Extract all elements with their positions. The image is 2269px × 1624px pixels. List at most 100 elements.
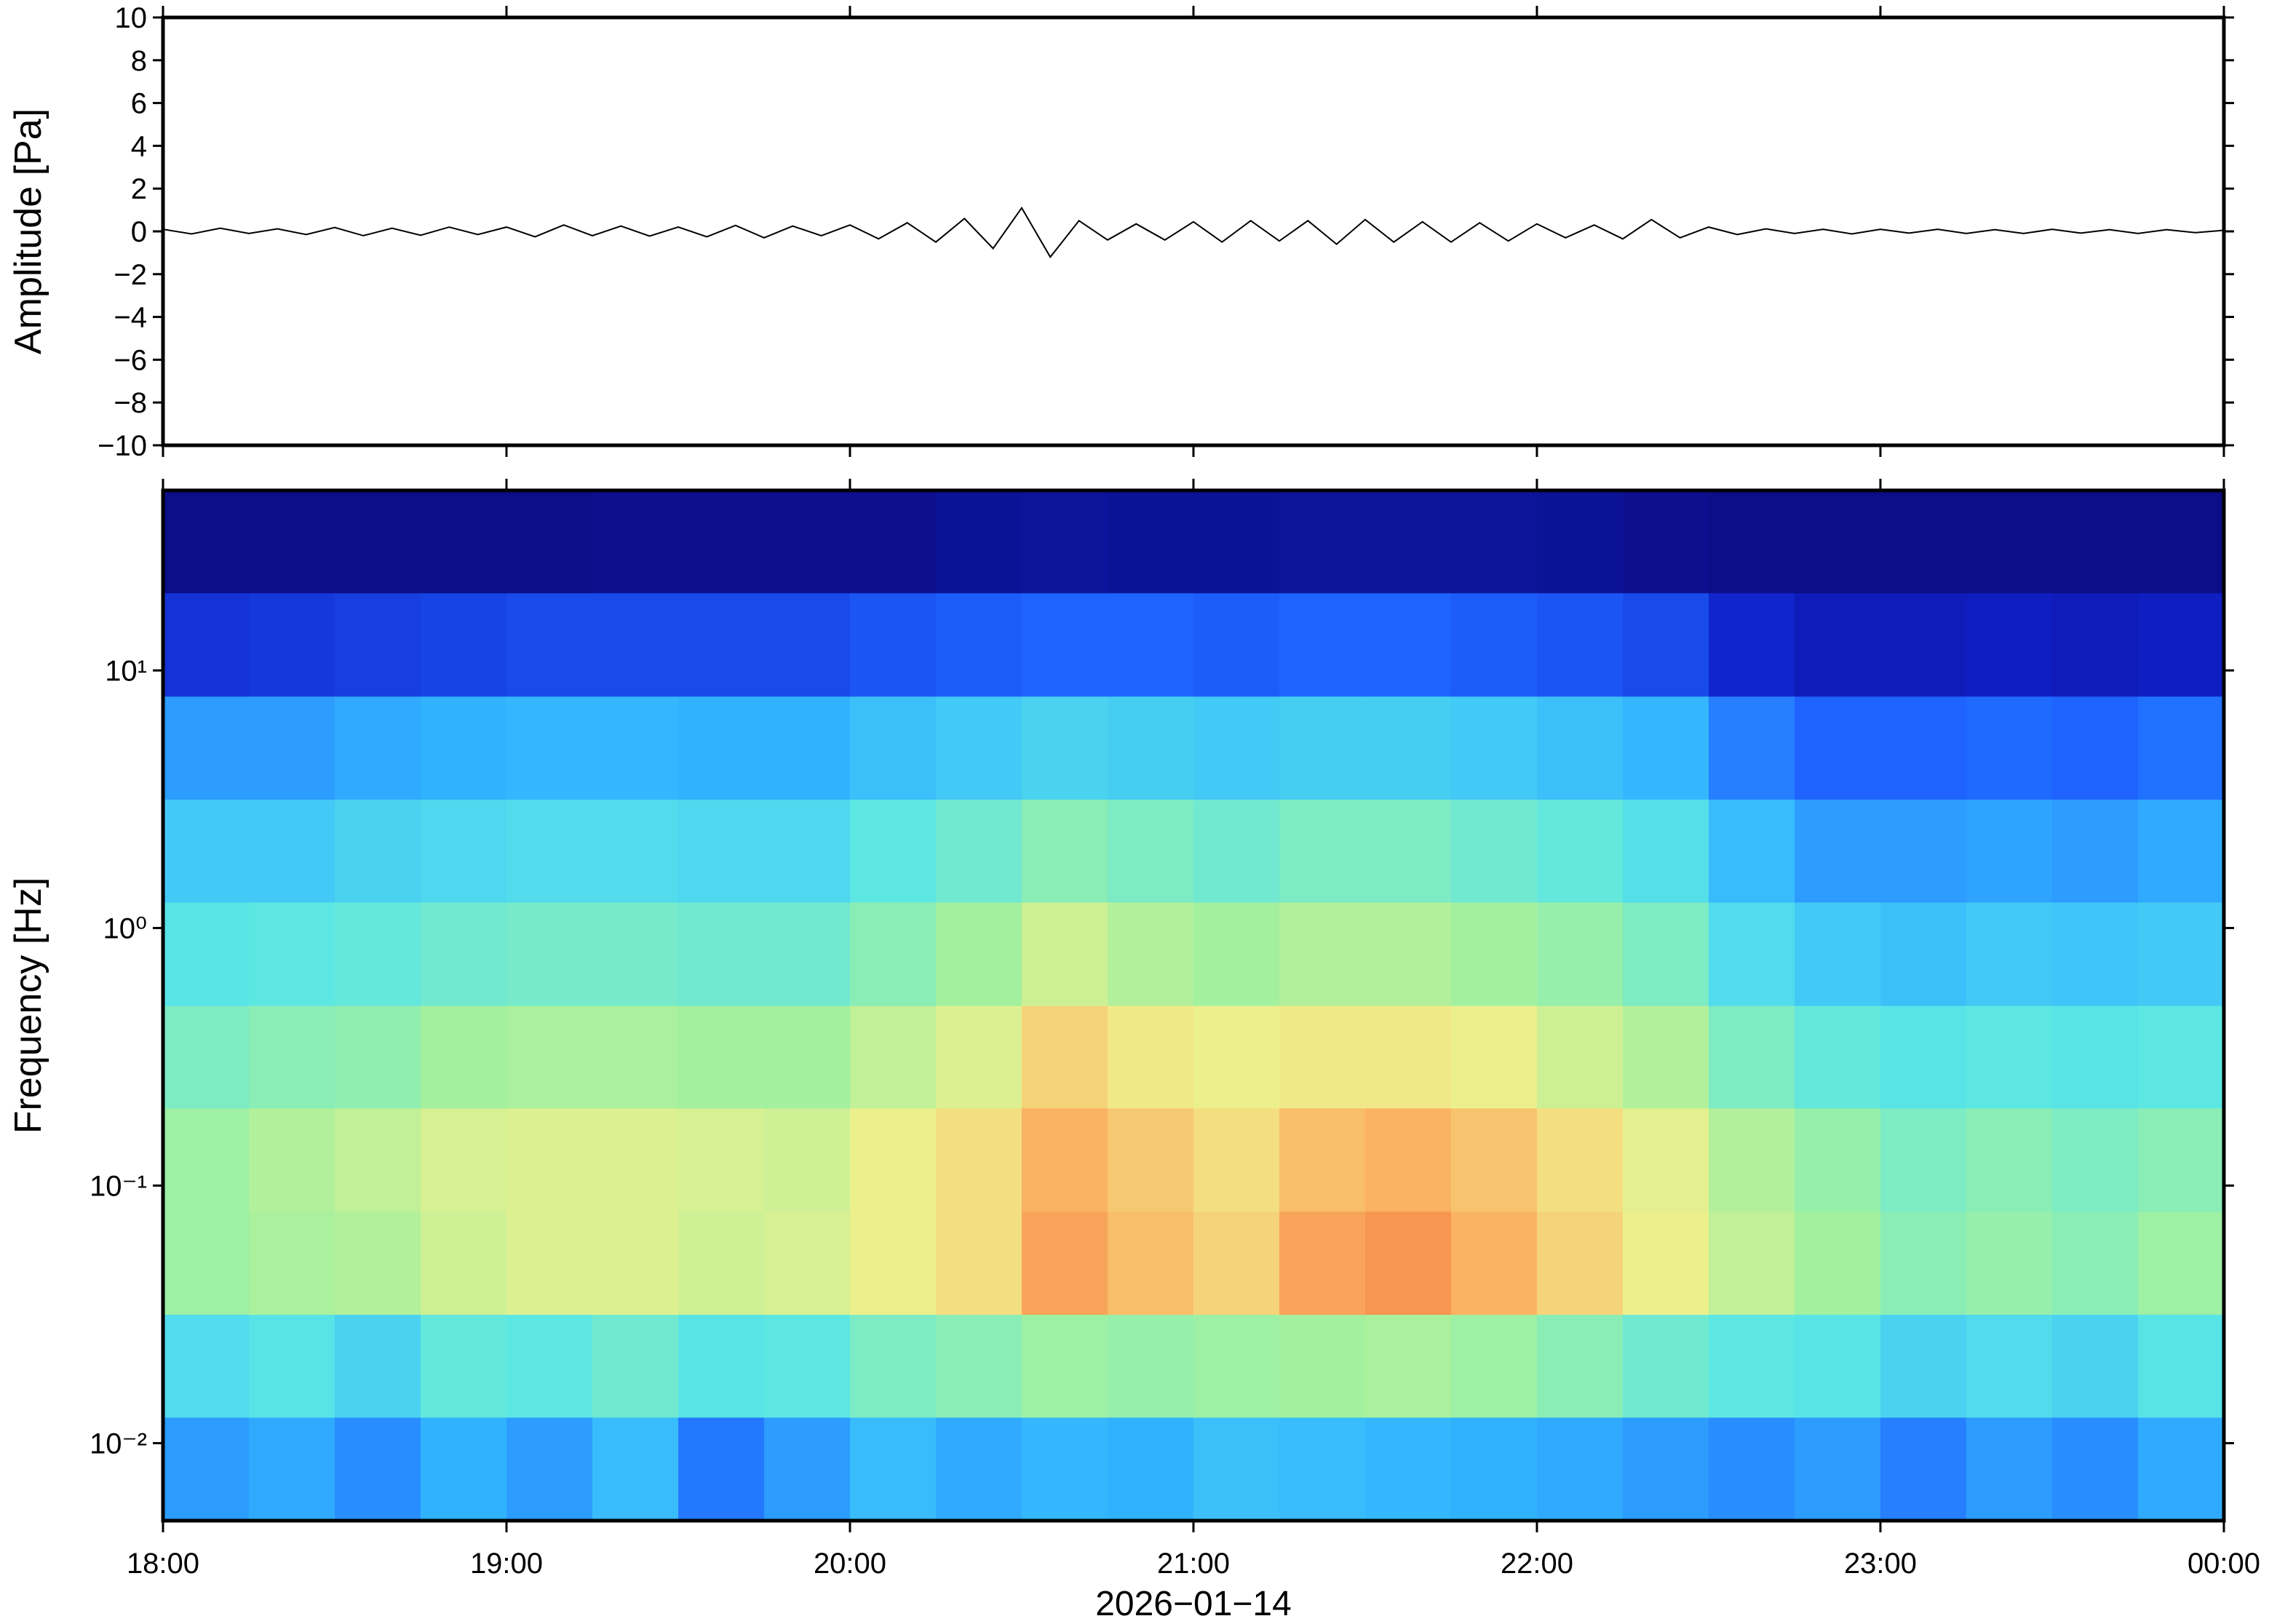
spectrogram-cell	[1966, 490, 2053, 594]
spectrogram-cell	[335, 1006, 421, 1109]
spectrogram-cell	[1966, 1006, 2053, 1109]
spectrogram-cell	[1623, 1006, 1709, 1109]
spectrogram-cell	[1709, 1006, 1795, 1109]
spectrogram-cell	[1795, 490, 1881, 594]
spectrogram-cell	[421, 799, 507, 903]
spectrogram-cell	[163, 901, 250, 1006]
spectrogram-cell	[1365, 490, 1452, 594]
spectrogram-cell	[1709, 696, 1795, 800]
x-tick-label: 18:00	[127, 1548, 199, 1580]
spectrogram-cell	[1451, 696, 1538, 800]
spectrogram-cell	[1880, 1211, 1967, 1315]
spectrogram-cell	[2052, 1006, 2139, 1109]
spectrogram-cell	[1880, 901, 1967, 1006]
spectrogram-cell	[2138, 490, 2225, 594]
spectrogram-cell	[1108, 1314, 1194, 1418]
spectrogram-cell	[1795, 1107, 1881, 1212]
spectrogram-cell	[163, 490, 250, 594]
spectrogram-cell	[1966, 1314, 2053, 1418]
spectrogram-cell	[1193, 1211, 1280, 1315]
spectrogram-cell	[1451, 799, 1538, 903]
spectrogram-cell	[592, 901, 679, 1006]
spectrogram-cell	[1537, 696, 1624, 800]
spectrogram-cell	[335, 696, 421, 800]
spectrogram-cell	[1880, 799, 1967, 903]
spectrogram-cell	[1623, 1417, 1709, 1521]
spectrogram-cell	[506, 696, 593, 800]
spectrogram-cell	[936, 799, 1022, 903]
spectrogram-cell	[2138, 696, 2225, 800]
spectrogram-cell	[1451, 1417, 1538, 1521]
spectrogram-cell	[2052, 1107, 2139, 1212]
x-tick-label: 19:00	[470, 1548, 543, 1580]
spectrogram-cell	[850, 1211, 937, 1315]
spectrogram-cell	[1709, 1314, 1795, 1418]
spectrogram-cell	[592, 1006, 679, 1109]
spectrogram-cell	[678, 592, 765, 697]
spectrogram-cell	[1365, 1006, 1452, 1109]
spectrogram-cell	[1279, 1107, 1366, 1212]
spectrogram-cell	[421, 1211, 507, 1315]
spectrogram-cell	[1365, 1417, 1452, 1521]
spectrogram-cell	[1451, 901, 1538, 1006]
spectrogram-cell	[249, 1006, 335, 1109]
spectrogram-cell	[936, 1006, 1022, 1109]
spectrogram-cell	[1537, 799, 1624, 903]
spectrogram-cell	[1709, 592, 1795, 697]
spectrogram-cell	[335, 592, 421, 697]
spectrogram-cell	[1709, 1107, 1795, 1212]
spectrogram-cell	[1365, 901, 1452, 1006]
spectrogram-cell	[335, 1211, 421, 1315]
spectrogram-cell	[1193, 799, 1280, 903]
spectrogram-cell	[335, 1314, 421, 1418]
spectrogram-cell	[2138, 901, 2225, 1006]
y-tick-label: 10⁻¹	[90, 1170, 147, 1202]
spectrogram-cell	[249, 696, 335, 800]
spectrogram-cell	[506, 1314, 593, 1418]
y-axis-label: Amplitude [Pa]	[7, 108, 49, 354]
spectrogram-cell	[1537, 1006, 1624, 1109]
spectrogram-cell	[163, 1417, 250, 1521]
spectrogram-cell	[764, 1107, 851, 1212]
spectrogram-cell	[1795, 1314, 1881, 1418]
spectrogram-cell	[1193, 592, 1280, 697]
spectrogram-cell	[678, 1211, 765, 1315]
spectrogram-cell	[592, 1314, 679, 1418]
spectrogram-cell	[1451, 1107, 1538, 1212]
spectrogram-cell	[1022, 696, 1108, 800]
y-tick-label: 10¹	[105, 655, 147, 687]
spectrogram-cell	[850, 1417, 937, 1521]
spectrogram-cell	[1966, 901, 2053, 1006]
spectrogram-cell	[1451, 592, 1538, 697]
spectrogram-cell	[1966, 799, 2053, 903]
spectrogram-cell	[2052, 1417, 2139, 1521]
spectrogram-cell	[163, 1107, 250, 1212]
spectrogram-cell	[1279, 592, 1366, 697]
spectrogram-cell	[1279, 1417, 1366, 1521]
waveform	[162, 206, 2225, 259]
spectrogram-cell	[1966, 1211, 2053, 1315]
spectrogram-cell	[163, 1006, 250, 1109]
spectrogram-cell	[506, 1107, 593, 1212]
y-tick-label: 10⁻²	[90, 1428, 147, 1460]
spectrogram-cell	[936, 592, 1022, 697]
spectrogram-cell	[1279, 1211, 1366, 1315]
spectrogram-cell	[936, 1211, 1022, 1315]
spectrogram-cell	[592, 1211, 679, 1315]
spectrogram-cell	[1193, 1107, 1280, 1212]
spectrogram-cell	[506, 799, 593, 903]
y-tick-label: 2	[131, 173, 147, 205]
spectrogram-cell	[2138, 1107, 2225, 1212]
spectrogram-cell	[2052, 1314, 2139, 1418]
y-tick-label: −8	[114, 387, 147, 419]
spectrogram-cell	[1108, 1211, 1194, 1315]
spectrogram-cell	[850, 490, 937, 594]
spectrogram-cell	[2052, 901, 2139, 1006]
spectrogram-cell	[1279, 901, 1366, 1006]
spectrogram-cell	[1279, 1314, 1366, 1418]
plot-frame	[161, 15, 2226, 447]
spectrogram-cell	[678, 1006, 765, 1109]
spectrogram-cell	[506, 490, 593, 594]
spectrogram-cell	[1365, 1314, 1452, 1418]
